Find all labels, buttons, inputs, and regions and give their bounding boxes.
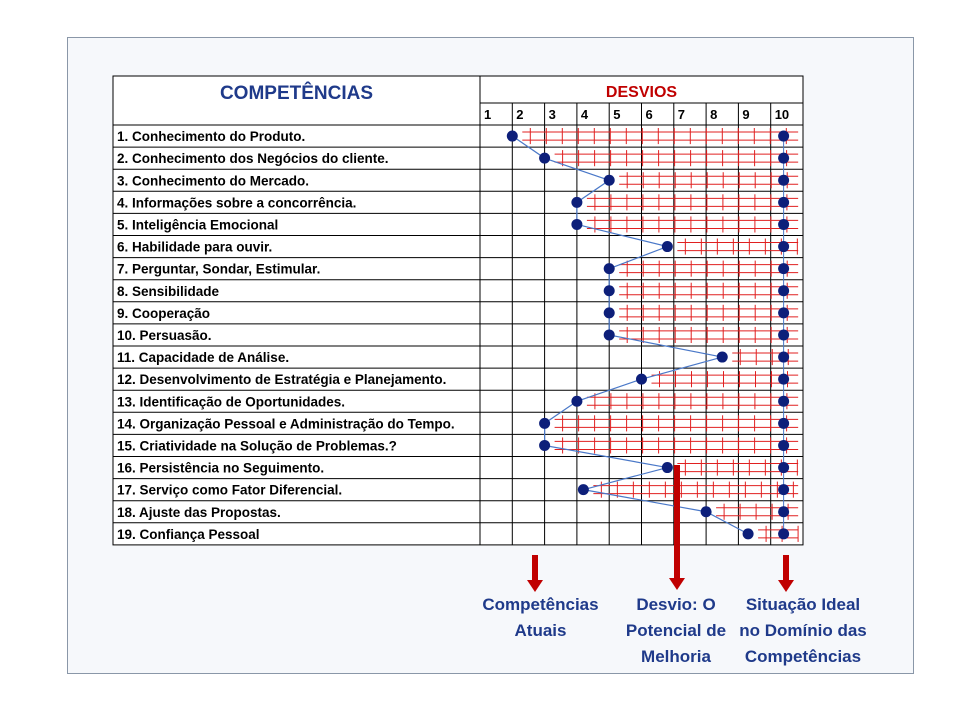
competency-label: 15. Criatividade na Solução de Problemas… xyxy=(117,438,397,453)
competency-label: 19. Confiança Pessoal xyxy=(117,527,260,542)
deviation-band xyxy=(677,459,799,476)
competency-label: 17. Serviço como Fator Diferencial. xyxy=(117,483,342,498)
current-point xyxy=(571,196,583,208)
competency-label: 12. Desenvolvimento de Estratégia e Plan… xyxy=(117,372,446,387)
ideal-point xyxy=(778,351,790,363)
ideal-point xyxy=(778,329,790,341)
scale-tick-label: 10 xyxy=(775,107,789,122)
competency-label: 16. Persistência no Seguimento. xyxy=(117,461,324,476)
deviation-band xyxy=(619,326,799,343)
competency-label: 13. Identificação de Oportunidades. xyxy=(117,394,345,409)
ideal-point xyxy=(778,263,790,275)
ideal-point xyxy=(778,462,790,474)
scale-tick-label: 1 xyxy=(484,107,491,122)
deviation-band xyxy=(586,393,799,410)
arrow-shaft xyxy=(674,465,680,580)
arrow-head xyxy=(778,580,794,592)
scale-tick-label: 9 xyxy=(742,107,749,122)
current-point xyxy=(603,285,615,297)
ideal-point xyxy=(778,439,790,451)
ideal-point xyxy=(778,241,790,253)
competency-label: 9. Cooperação xyxy=(117,306,210,321)
deviation-band xyxy=(522,128,799,145)
current-point xyxy=(661,462,673,474)
current-point xyxy=(506,130,518,142)
deviation-band xyxy=(586,194,799,211)
arrow-deviation xyxy=(669,465,685,590)
scale-tick-label: 2 xyxy=(516,107,523,122)
current-point xyxy=(603,329,615,341)
current-point xyxy=(571,395,583,407)
arrow-shaft xyxy=(783,555,789,582)
competencies-title: COMPETÊNCIAS xyxy=(220,82,373,104)
deviation-band xyxy=(554,415,799,432)
competency-label: 18. Ajuste das Propostas. xyxy=(117,505,281,520)
competency-label: 3. Conhecimento do Mercado. xyxy=(117,173,309,188)
competency-label: 2. Conhecimento dos Negócios do cliente. xyxy=(117,151,389,166)
current-point xyxy=(716,351,728,363)
ideal-point xyxy=(778,218,790,230)
current-point xyxy=(539,152,551,164)
label-ideal-situation: Situação Ideal no Domínio das Competênci… xyxy=(739,595,867,666)
deviation-band xyxy=(554,150,799,167)
deviation-band xyxy=(619,282,799,299)
ideal-point xyxy=(778,395,790,407)
arrow-current xyxy=(527,555,543,592)
scale-tick-label: 5 xyxy=(613,107,620,122)
ideal-point xyxy=(778,196,790,208)
competency-label: 5. Inteligência Emocional xyxy=(117,217,278,232)
arrow-ideal xyxy=(778,555,794,592)
deviation-band xyxy=(677,238,799,255)
competency-label: 7. Perguntar, Sondar, Estimular. xyxy=(117,262,320,277)
current-point xyxy=(742,528,754,540)
arrow-head xyxy=(669,578,685,590)
scale-tick-label: 4 xyxy=(581,107,589,122)
deviation-band xyxy=(619,304,799,321)
scale-tick-label: 6 xyxy=(646,107,653,122)
current-point xyxy=(700,506,712,518)
competency-label: 6. Habilidade para ouvir. xyxy=(117,240,272,255)
deviation-band xyxy=(619,260,799,277)
ideal-point xyxy=(778,152,790,164)
current-point xyxy=(539,439,551,451)
scale-tick-label: 7 xyxy=(678,107,685,122)
ideal-point xyxy=(778,484,790,496)
competency-label: 11. Capacidade de Análise. xyxy=(117,350,289,365)
ideal-point xyxy=(778,528,790,540)
label-current-competencies: Competências Atuais xyxy=(482,595,599,640)
arrow-head xyxy=(527,580,543,592)
current-point xyxy=(636,373,647,385)
ideal-point xyxy=(778,307,790,319)
competency-label: 8. Sensibilidade xyxy=(117,284,220,299)
current-point xyxy=(603,307,615,319)
deviation-band xyxy=(586,216,799,233)
deviations-title: DESVIOS xyxy=(606,84,677,101)
deviation-band xyxy=(554,437,799,454)
competency-label: 4. Informações sobre a concorrência. xyxy=(117,195,356,210)
deviation-band xyxy=(619,172,799,189)
ideal-point xyxy=(778,373,790,385)
ideal-point xyxy=(778,285,790,297)
competency-label: 10. Persuasão. xyxy=(117,328,212,343)
current-point xyxy=(577,484,589,496)
deviation-band xyxy=(593,481,799,498)
arrow-shaft xyxy=(532,555,538,582)
current-point xyxy=(661,241,673,253)
scale-tick-label: 3 xyxy=(549,107,556,122)
current-point xyxy=(603,174,615,186)
ideal-point xyxy=(778,417,790,429)
ideal-point xyxy=(778,130,790,142)
competency-label: 1. Conhecimento do Produto. xyxy=(117,129,305,144)
ideal-point xyxy=(778,506,790,518)
current-point xyxy=(571,218,583,230)
current-point xyxy=(603,263,615,275)
current-point xyxy=(539,417,551,429)
label-deviation-potential: Desvio: O Potencial de Melhoria xyxy=(625,595,727,666)
scale-tick-label: 8 xyxy=(710,107,717,122)
ideal-point xyxy=(778,174,790,186)
competency-label: 14. Organização Pessoal e Administração … xyxy=(117,416,455,431)
